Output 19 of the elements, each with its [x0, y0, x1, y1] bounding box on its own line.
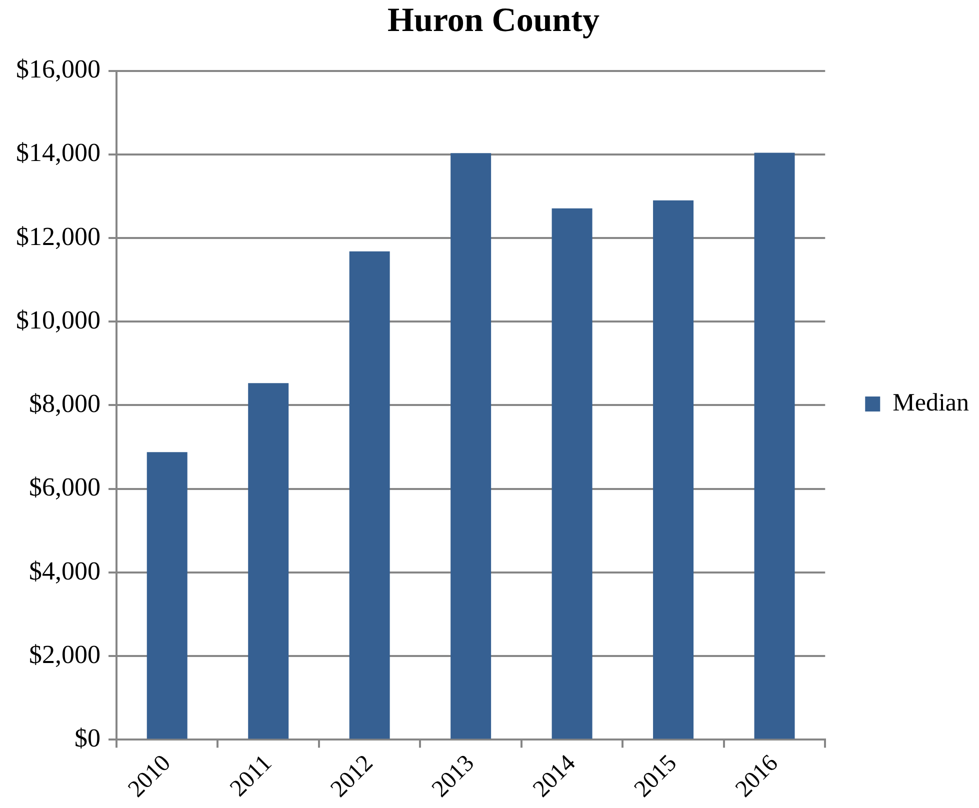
bar [349, 251, 390, 739]
bar [248, 383, 289, 739]
bar [146, 452, 188, 739]
bar [754, 152, 795, 739]
y-tick-label: $8,000 [29, 389, 100, 418]
bar [450, 153, 492, 739]
y-tick-label: $12,000 [16, 222, 100, 251]
y-tick-label: $16,000 [16, 54, 100, 84]
chart-title: Huron County [388, 2, 600, 40]
y-tick-label: $6,000 [29, 472, 100, 502]
bar [653, 200, 694, 739]
y-tick-label: $4,000 [29, 556, 100, 586]
y-tick-label: $0 [74, 724, 100, 753]
y-tick-label: $2,000 [29, 640, 100, 669]
bar [552, 208, 592, 739]
y-tick-label: $14,000 [16, 138, 100, 168]
y-tick-label: $10,000 [16, 305, 100, 334]
x-tick-label: 2011 [225, 750, 278, 802]
legend-label: Median [892, 390, 970, 417]
